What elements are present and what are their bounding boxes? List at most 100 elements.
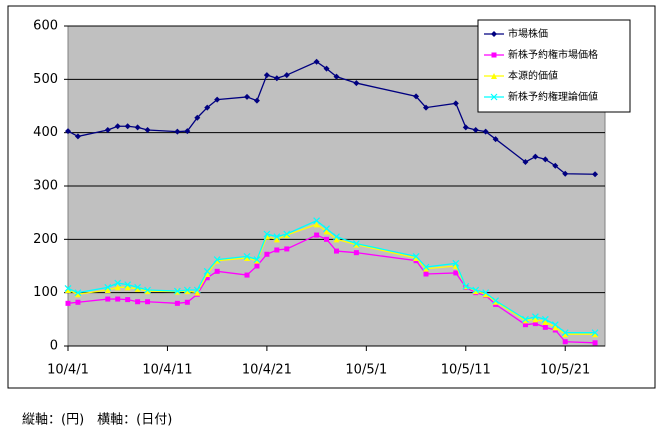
point: [204, 275, 210, 281]
point: [114, 279, 122, 287]
point: [532, 321, 538, 327]
y-tick-label: 300: [33, 179, 58, 194]
point: [413, 255, 420, 261]
point: [492, 136, 499, 143]
point: [562, 331, 569, 338]
point: [135, 299, 141, 305]
point: [284, 246, 290, 252]
point: [203, 267, 211, 275]
point: [214, 268, 220, 274]
point: [423, 271, 429, 277]
point: [453, 270, 459, 276]
point: [333, 73, 340, 80]
point: [542, 156, 549, 163]
y-tick-label: 600: [33, 19, 58, 34]
point: [542, 324, 548, 330]
point: [532, 153, 539, 160]
point: [522, 317, 529, 324]
legend-label: 新株予約権市場価格: [508, 48, 598, 61]
point: [353, 250, 359, 256]
point: [105, 296, 111, 302]
point: [283, 230, 291, 238]
point: [74, 289, 82, 297]
footnote: 縦軸：(円) 横軸：(日付): [22, 413, 172, 428]
point: [104, 283, 112, 291]
point: [353, 241, 360, 248]
legend-label: 市場株価: [508, 27, 548, 40]
point: [274, 247, 280, 253]
point: [323, 228, 330, 235]
point: [413, 93, 420, 100]
point: [313, 217, 321, 225]
point: [254, 263, 260, 269]
point: [65, 287, 71, 293]
series-line: [67, 223, 596, 335]
point: [244, 272, 250, 278]
point: [134, 124, 141, 131]
point: [561, 329, 569, 337]
point: [423, 104, 429, 111]
point: [244, 255, 250, 261]
y-tick-label: 0: [50, 339, 58, 354]
point: [273, 233, 281, 241]
point: [75, 299, 81, 305]
series-line: [67, 60, 596, 175]
point: [125, 297, 131, 303]
series-line: [67, 219, 596, 334]
point: [522, 315, 529, 323]
legend-marker: [490, 93, 498, 101]
point: [482, 291, 489, 298]
point: [174, 128, 181, 135]
point: [522, 322, 528, 328]
point: [124, 281, 132, 289]
y-tick-label: 400: [33, 125, 58, 140]
point: [263, 230, 271, 238]
point: [531, 313, 539, 321]
point: [244, 93, 250, 100]
point: [144, 127, 151, 133]
point: [273, 75, 280, 82]
point: [214, 96, 221, 103]
point: [333, 236, 340, 243]
x-tick-label: 10/5/1: [345, 363, 387, 378]
point: [253, 257, 260, 264]
point: [323, 225, 330, 233]
point: [562, 339, 568, 345]
point: [134, 285, 141, 292]
point: [313, 221, 320, 228]
point: [194, 289, 201, 296]
point: [65, 128, 71, 135]
point: [353, 80, 360, 87]
point: [184, 288, 191, 295]
point: [522, 159, 529, 165]
point: [422, 263, 430, 271]
point: [264, 251, 270, 257]
point: [592, 331, 599, 338]
point: [542, 319, 549, 325]
point: [174, 300, 180, 306]
y-tick-label: 500: [33, 72, 58, 87]
point: [253, 97, 260, 104]
point: [412, 252, 420, 260]
point: [472, 286, 480, 294]
point: [115, 296, 121, 302]
point: [591, 329, 599, 337]
point: [551, 321, 559, 329]
point: [323, 65, 330, 72]
point: [552, 324, 559, 331]
point: [194, 114, 201, 121]
point: [183, 286, 191, 294]
legend-label: 本源的価値: [508, 69, 558, 82]
point: [462, 124, 469, 131]
legend-marker: [491, 31, 497, 37]
point: [532, 316, 539, 323]
point: [452, 100, 459, 107]
point: [472, 127, 479, 133]
point: [562, 170, 569, 177]
point: [333, 233, 340, 241]
point: [492, 298, 499, 305]
point: [492, 297, 500, 305]
point: [462, 282, 470, 290]
